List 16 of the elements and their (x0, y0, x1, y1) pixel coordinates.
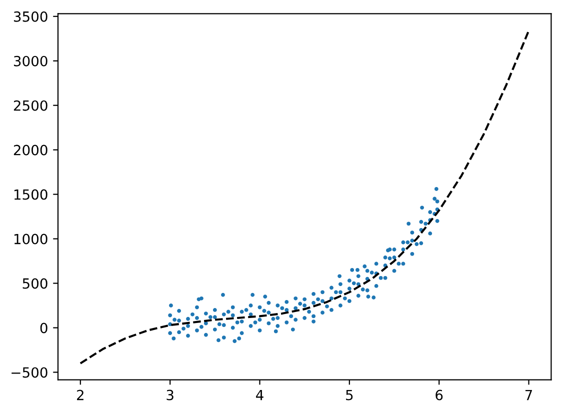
x-tick-label: 5 (346, 390, 353, 400)
x-tick-label: 3 (166, 390, 174, 400)
line-series (79, 30, 530, 364)
y-tick-label: 1000 (14, 234, 48, 244)
y-tick-label: 2500 (14, 100, 48, 111)
y-tick-label: 2000 (14, 144, 48, 156)
y-tick-label: −500 (12, 367, 48, 378)
y-tick-label: 500 (22, 278, 48, 289)
x-tick-label: 7 (525, 390, 532, 400)
y-tick-label: 3000 (14, 56, 48, 66)
x-tick-label: 2 (77, 390, 84, 400)
y-tick-label: 0 (40, 322, 48, 334)
x-tick-label: 6 (436, 390, 443, 400)
y-tick-label: 1500 (14, 189, 48, 200)
x-tick-label: 4 (256, 390, 264, 400)
y-tick-label: 3500 (14, 11, 48, 22)
